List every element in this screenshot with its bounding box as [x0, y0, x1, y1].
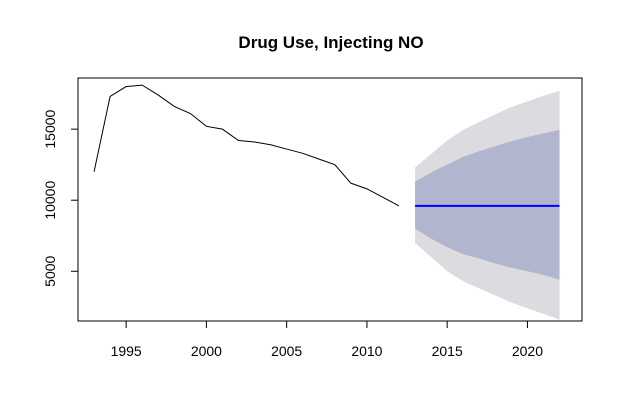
- chart-title: Drug Use, Injecting NO: [238, 33, 423, 52]
- series-layer: [93, 84, 560, 207]
- x-tick-label: 2010: [351, 343, 382, 359]
- x-tick-label: 2000: [191, 343, 222, 359]
- historical-series-line: [93, 84, 400, 207]
- x-tick-label: 2015: [432, 343, 463, 359]
- prediction-band-80: [415, 129, 560, 280]
- x-tick-label: 1995: [111, 343, 142, 359]
- x-tick-label: 2020: [512, 343, 543, 359]
- band-80-area: [415, 129, 560, 280]
- x-tick-label: 2005: [271, 343, 302, 359]
- y-tick-label: 15000: [42, 109, 58, 148]
- y-tick-label: 10000: [42, 181, 58, 220]
- plot-frame: [77, 77, 583, 322]
- y-tick-label: 5000: [42, 255, 58, 286]
